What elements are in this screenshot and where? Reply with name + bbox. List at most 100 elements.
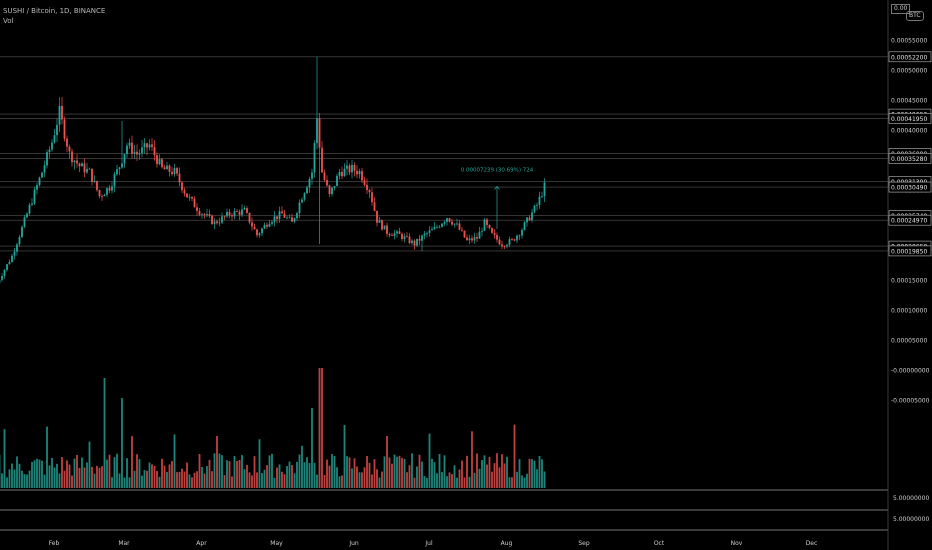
time-tick-label: May bbox=[270, 540, 283, 547]
candle-body bbox=[273, 216, 276, 222]
volume-bar bbox=[433, 462, 436, 488]
candle-body bbox=[476, 237, 478, 239]
volume-bar bbox=[271, 453, 273, 488]
candle-body bbox=[241, 209, 243, 215]
volume-bar bbox=[93, 473, 96, 488]
time-tick-label: Apr bbox=[196, 540, 207, 547]
candle-body bbox=[123, 154, 126, 164]
candle-body bbox=[96, 180, 98, 191]
candle-body bbox=[483, 219, 486, 231]
volume-bar bbox=[471, 431, 473, 488]
lower-pane-tick-label: 5.00000000 bbox=[893, 516, 929, 523]
volume-bar bbox=[486, 464, 488, 488]
volume-bar bbox=[223, 475, 226, 488]
volume-bar bbox=[481, 459, 483, 488]
price-tick-label: 0.00050000 bbox=[891, 68, 927, 75]
volume-bar bbox=[326, 459, 328, 488]
volume-bar bbox=[291, 465, 293, 488]
volume-bar bbox=[393, 454, 396, 488]
volume-bar bbox=[283, 474, 286, 488]
candle-body bbox=[448, 218, 451, 222]
candle-body bbox=[91, 168, 93, 183]
volume-bar bbox=[176, 472, 178, 488]
time-tick-label: Mar bbox=[118, 540, 130, 547]
last-price-badge: 0.00 bbox=[891, 4, 911, 14]
volume-bar bbox=[121, 398, 123, 488]
volume-bar bbox=[456, 477, 458, 488]
volume-bar bbox=[126, 458, 128, 488]
volume-bar bbox=[26, 474, 28, 488]
volume-bar bbox=[248, 472, 251, 488]
candle-body bbox=[213, 221, 216, 225]
volume-bar bbox=[178, 471, 181, 488]
candle-body bbox=[271, 221, 273, 224]
candle-body bbox=[121, 163, 123, 168]
volume-bar bbox=[426, 477, 428, 488]
candle-body bbox=[16, 244, 18, 252]
currency-badge[interactable]: BTC bbox=[906, 11, 924, 21]
candle-body bbox=[151, 144, 153, 148]
candle-body bbox=[78, 163, 81, 167]
volume-bar bbox=[213, 453, 216, 488]
volume-bar bbox=[148, 462, 151, 488]
candle-body bbox=[511, 239, 513, 240]
candle-body bbox=[346, 165, 348, 169]
measure-label: 0.00007239 (30.69%) 724 bbox=[461, 167, 534, 173]
volume-bar bbox=[258, 439, 261, 488]
volume-bar bbox=[108, 454, 111, 488]
volume-bar bbox=[228, 461, 231, 488]
candle-body bbox=[526, 217, 528, 223]
volume-bar bbox=[526, 473, 528, 488]
volume-bar bbox=[406, 472, 408, 488]
candle-body bbox=[541, 196, 543, 197]
candle-body bbox=[146, 143, 148, 148]
candle-body bbox=[398, 231, 401, 234]
volume-bar bbox=[183, 471, 186, 488]
candle-body bbox=[138, 153, 141, 155]
volume-bar bbox=[11, 463, 13, 488]
level-badge-label: 0.00035280 bbox=[891, 156, 927, 163]
candle-body bbox=[196, 207, 198, 212]
candle-body bbox=[266, 224, 268, 227]
volume-bar bbox=[333, 456, 336, 488]
candle-body bbox=[66, 138, 68, 147]
candle-body bbox=[136, 151, 138, 155]
volume-bar bbox=[96, 465, 98, 488]
candle-body bbox=[386, 225, 388, 234]
volume-bar bbox=[318, 368, 321, 488]
volume-bar bbox=[473, 472, 476, 488]
price-tick-label: 0.00005000 bbox=[891, 338, 927, 345]
volume-bar bbox=[468, 476, 471, 488]
candle-body bbox=[231, 215, 233, 217]
candle-body bbox=[516, 235, 518, 241]
price-tick-label: 0.00040000 bbox=[891, 128, 927, 135]
candle-body bbox=[6, 264, 8, 270]
candle-body bbox=[251, 222, 253, 227]
volume-bar bbox=[466, 455, 468, 488]
candle-body bbox=[248, 212, 251, 223]
candle-body bbox=[268, 223, 271, 227]
level-badge-label: 0.00041950 bbox=[891, 116, 927, 123]
volume-bar bbox=[358, 472, 361, 488]
candle-body bbox=[306, 187, 308, 194]
volume-bar bbox=[343, 424, 346, 488]
volume-bar bbox=[61, 457, 63, 488]
volume-bar bbox=[448, 472, 451, 488]
volume-bar bbox=[353, 458, 356, 488]
volume-bar bbox=[506, 456, 508, 488]
volume-bar bbox=[346, 456, 348, 488]
candle-body bbox=[38, 177, 41, 186]
candle-body bbox=[228, 211, 231, 216]
volume-bar bbox=[516, 471, 518, 488]
volume-bar bbox=[253, 456, 256, 488]
volume-bar bbox=[483, 455, 486, 488]
candle-body bbox=[408, 236, 411, 244]
candle-body bbox=[356, 170, 358, 175]
volume-bar bbox=[388, 457, 391, 488]
candle-body bbox=[261, 228, 263, 234]
volume-bar bbox=[163, 465, 166, 488]
chart-title: SUSHI / Bitcoin, 1D, BINANCE bbox=[3, 7, 106, 15]
candle-body bbox=[163, 167, 166, 170]
volume-bar bbox=[63, 470, 66, 488]
